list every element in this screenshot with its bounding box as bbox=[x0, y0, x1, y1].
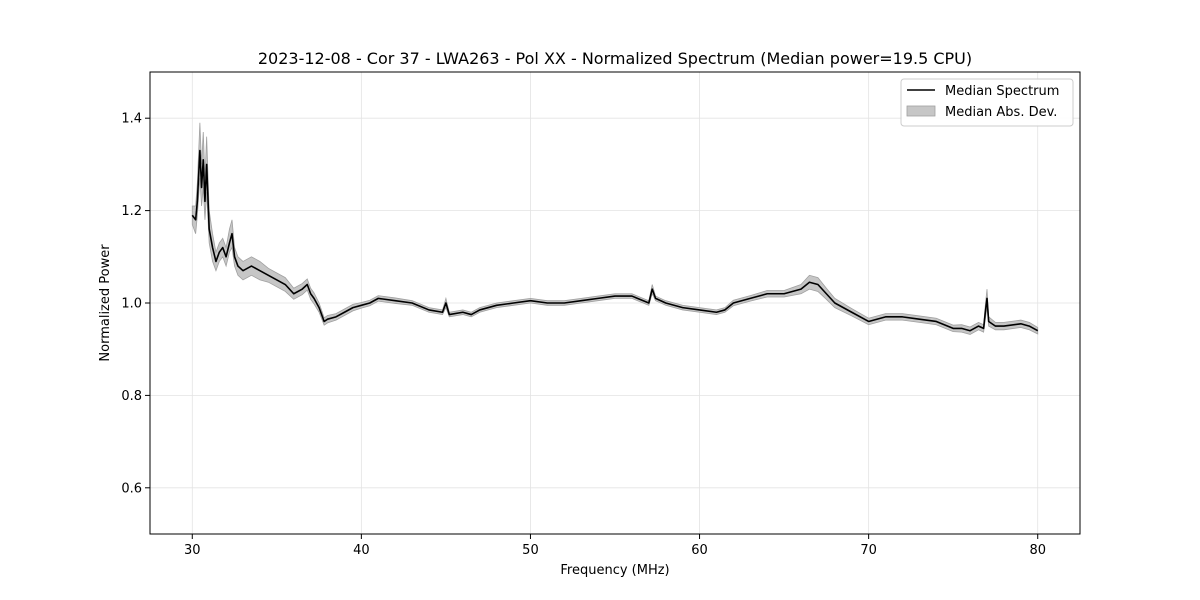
median-spectrum-line bbox=[191, 149, 1039, 332]
y-tick-label: 0.8 bbox=[121, 389, 142, 404]
x-axis-label: Frequency (MHz) bbox=[560, 563, 669, 578]
legend-entry-median-spectrum: Median Spectrum bbox=[945, 84, 1059, 99]
x-tick-label: 70 bbox=[860, 543, 877, 558]
mad-band-layer bbox=[191, 122, 1039, 335]
legend-box bbox=[900, 78, 1074, 127]
x-tick-label: 60 bbox=[691, 543, 708, 558]
legend-entry-median-abs-dev: Median Abs. Dev. bbox=[945, 105, 1057, 120]
x-tick-label: 40 bbox=[353, 543, 370, 558]
y-tick-label: 1.4 bbox=[121, 112, 142, 127]
x-tick-label: 30 bbox=[184, 543, 201, 558]
mad-band bbox=[191, 122, 1039, 335]
x-tick-label: 80 bbox=[1029, 543, 1046, 558]
chart-title: 2023-12-08 - Cor 37 - LWA263 - Pol XX - … bbox=[258, 49, 972, 68]
y-axis-label: Normalized Power bbox=[98, 244, 113, 362]
x-tick-label: 50 bbox=[522, 543, 539, 558]
y-tick-label: 0.6 bbox=[121, 481, 142, 496]
legend-band-swatch bbox=[906, 105, 936, 117]
y-tick-label: 1.2 bbox=[121, 204, 142, 219]
y-tick-label: 1.0 bbox=[121, 297, 142, 312]
y-axis-ticks: 0.6 0.8 1.0 1.2 1.4 bbox=[121, 112, 150, 496]
legend: Median Spectrum Median Abs. Dev. bbox=[900, 78, 1074, 127]
x-axis-ticks: 30 40 50 60 70 80 bbox=[184, 534, 1046, 558]
median-line-layer bbox=[191, 149, 1039, 332]
